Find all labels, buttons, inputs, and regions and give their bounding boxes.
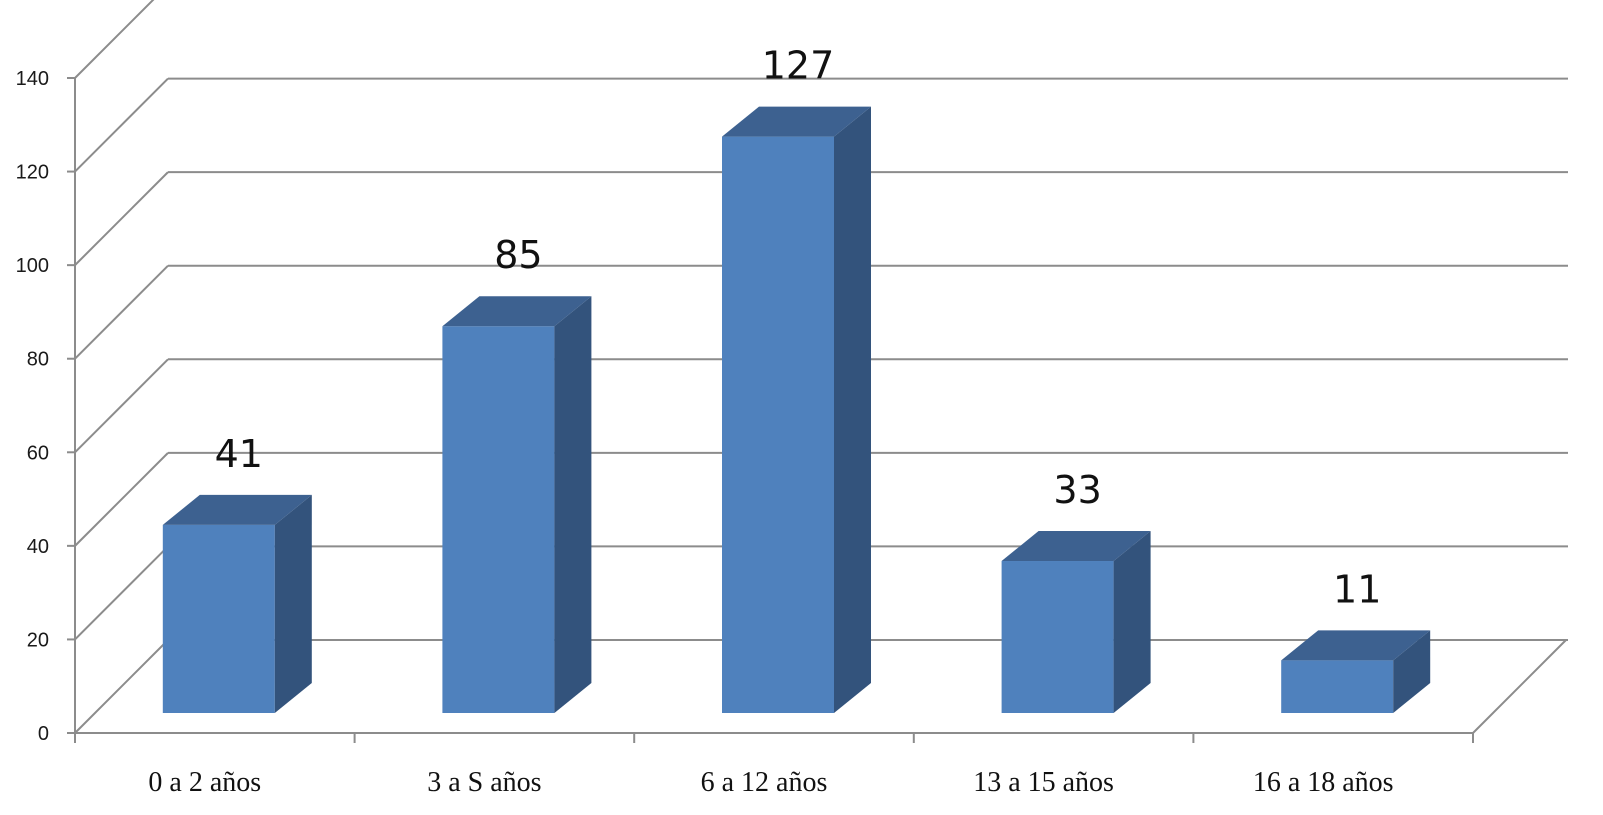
y-tick-label: 20 (27, 629, 49, 651)
bar-side (834, 106, 871, 713)
gridline-diagonal (74, 452, 169, 547)
bar (1281, 660, 1394, 713)
data-label: 85 (494, 233, 542, 277)
y-tick-label: 140 (16, 68, 49, 90)
y-tick-label: 120 (16, 162, 49, 184)
bar (442, 326, 555, 713)
gridline-diagonal (74, 171, 169, 266)
x-tick-label: 13 a 15 años (973, 767, 1114, 798)
y-tick-label: 100 (16, 255, 49, 277)
bar-top (1001, 531, 1151, 562)
bar (162, 524, 275, 713)
y-tick-label: 80 (27, 349, 49, 371)
data-label: 127 (762, 44, 835, 88)
gridline-diagonal (74, 639, 169, 734)
data-label: 11 (1333, 567, 1381, 611)
bar-top (162, 494, 312, 525)
gridline-diagonal (74, 545, 169, 641)
x-tick-label: 16 a 18 años (1253, 767, 1394, 798)
bar-side (1113, 531, 1151, 713)
bar-side (554, 296, 592, 713)
y-tick-label: 60 (27, 442, 49, 464)
gridline-diagonal (74, 358, 169, 453)
gridline-diagonal (74, 265, 169, 360)
bar-side (274, 494, 312, 713)
x-tick-label: 6 a 12 años (701, 767, 828, 798)
y-tick-label: 0 (38, 723, 49, 745)
bar-top (442, 296, 592, 327)
floor-right-edge (1472, 639, 1567, 734)
data-label: 41 (215, 432, 263, 476)
x-tick-label: 0 a 2 años (148, 767, 261, 798)
x-tick-label: 3 a S años (427, 767, 541, 798)
gridline-diagonal (74, 0, 155, 79)
bar (722, 136, 834, 713)
bar-top (1281, 630, 1431, 661)
y-tick-label: 40 (27, 536, 49, 558)
bar (1001, 561, 1114, 713)
bar-side (1393, 630, 1431, 713)
bar-top (722, 106, 871, 137)
gridline-diagonal (74, 77, 169, 173)
data-label: 33 (1053, 468, 1101, 512)
